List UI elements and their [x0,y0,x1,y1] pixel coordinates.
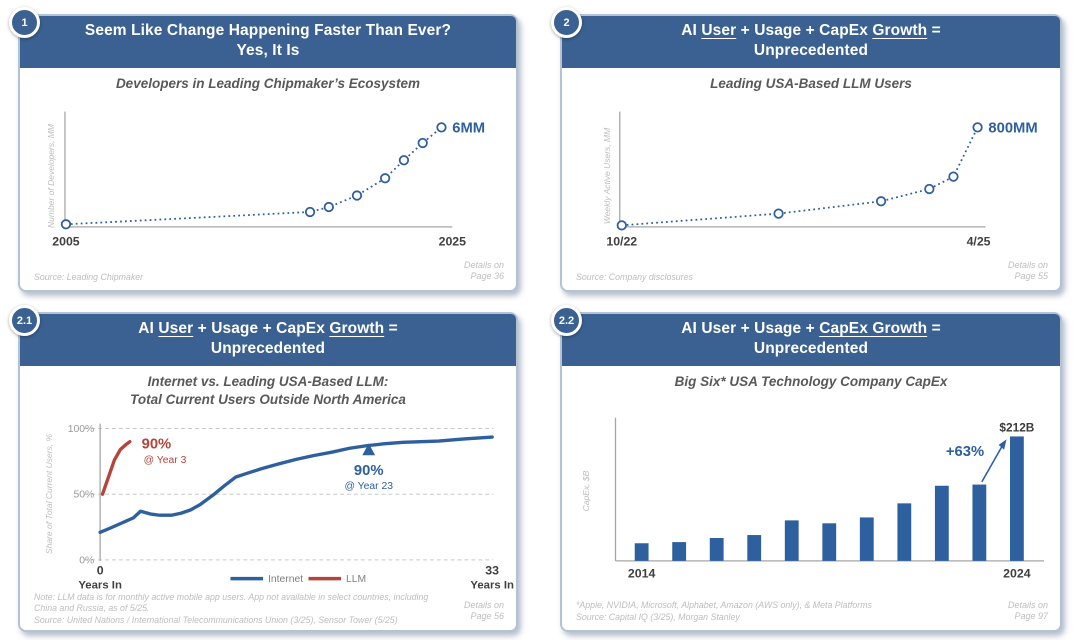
details-page: Page 56 [470,611,504,622]
series-line-internet [98,435,494,534]
x-tick-label: 10/22 [606,235,637,249]
chart-subtitle: Internet vs. Leading USA-Based LLM: Total… [130,374,406,407]
dotted-trend-line [621,126,979,227]
details-page-ref: Details on Page 55 [1008,260,1048,283]
slide-title: Seem Like Change Happening Faster Than E… [20,16,516,68]
data-point-marker [351,190,363,201]
bar-2018 [784,520,799,561]
slide-number-badge: 2.1 [9,305,40,336]
data-point-marker [773,208,784,219]
y-axis-label: CapEx, $B [581,470,591,512]
data-point-marker [323,201,334,213]
bar-2014 [634,543,649,561]
x-tick-label: 4/25 [967,235,991,249]
growth-annotation: +63% [946,444,984,460]
details-label: Details on [463,259,504,270]
source-note: Source: Leading Chipmaker [34,271,144,282]
x-tick-label: 2024 [1003,567,1031,581]
details-page-ref: Details on Page 97 [1008,600,1048,623]
slide-number-badge: 1 [9,7,40,38]
x-tick-label: 2005 [52,235,80,249]
x-tick-label: 2014 [628,567,656,581]
bar-2020 [859,517,874,561]
chart-subtitle: Developers in Leading Chipmaker’s Ecosys… [115,76,421,91]
data-point-marker [924,183,935,195]
legend-label: LLM [346,574,366,585]
slide-title: AI User + Usage + CapEx Growth = Unpreced… [20,314,516,366]
y-axis-label: Number of Developers, MM [46,124,56,228]
x-tick-label: 33 [485,564,499,578]
annotation-sub: @ Year 3 [144,455,187,466]
growth-arrowhead-icon [998,439,1007,450]
details-page: Page 55 [1014,271,1048,282]
details-page: Page 36 [470,271,504,282]
x-axis-unit: Years In [78,580,122,592]
data-point-marker [436,122,447,133]
slide-number-badge: 2 [551,7,582,38]
bar-2017 [747,535,762,561]
x-tick-label: 2025 [439,235,467,249]
y-tick-label: 0% [79,555,94,566]
slide-card-2-1: 2.1 AI User + Usage + CapEx Growth = Unpr… [9,305,518,632]
source-note: Source: Company disclosures [576,271,693,282]
details-page-ref: Details on Page 36 [464,260,504,283]
bar-2022 [934,485,949,561]
slide-card-1: 1 Seem Like Change Happening Faster Than… [9,7,518,292]
data-point-marker [304,206,316,218]
y-axis-label: Share of Total Current Users, % [44,433,54,555]
chart-subtitle: Leading USA-Based LLM Users [710,76,912,91]
bar-2019 [822,523,837,561]
x-tick-label: 0 [97,564,104,578]
data-point-marker [417,137,428,149]
triangle-marker-icon [362,443,376,456]
data-point-marker [948,171,959,182]
details-page-ref: Details on Page 56 [464,600,504,623]
data-point-marker [616,220,627,231]
end-value-label: 800MM [988,120,1037,136]
details-label: Details on [463,599,504,610]
data-point-marker [398,155,410,166]
bar-2024 [1009,436,1024,561]
y-axis-label: Weekly Active Users, MM [602,127,612,225]
bar-2015 [672,542,687,561]
slide-card-2: 2 AI User + Usage + CapEx Growth = Unprec… [551,7,1062,292]
bar-2021 [897,503,912,561]
data-point-marker [875,196,887,207]
slide-title: AI User + Usage + CapEx Growth = Unpreced… [562,16,1060,68]
annotation-value: 90% [142,436,172,452]
footnote-and-source: *Apple, NVIDIA, Microsoft, Alphabet, Ama… [576,600,872,622]
details-page: Page 97 [1014,611,1048,622]
growth-arrow-icon [981,444,1004,483]
data-point-marker [60,219,72,230]
legend-label: Internet [268,574,303,585]
y-tick-label: 100% [68,424,95,435]
slide-title: AI User + Usage + CapEx Growth = Unpreced… [562,314,1060,366]
bar-value-label: $212B [999,421,1034,435]
slide-card-2-2: 2.2 AI User + Usage + CapEx Growth = Unpr… [551,305,1062,632]
series-line-llm [100,440,132,496]
note-and-source: Note: LLM data is for monthly active mob… [34,591,429,625]
chart-subtitle: Big Six* USA Technology Company CapEx [674,374,948,389]
annotation-value: 90% [354,463,384,479]
slide-number-badge: 2.2 [551,305,582,336]
annotation-sub: @ Year 23 [344,481,393,492]
data-point-marker [972,122,983,133]
details-label: Details on [1007,259,1048,270]
y-tick-label: 50% [73,490,94,501]
bar-2016 [709,537,724,561]
x-axis-unit: Years In [470,580,514,592]
end-value-label: 6MM [452,120,485,136]
dotted-trend-line [65,126,443,226]
details-label: Details on [1007,599,1048,610]
bar-2023 [972,484,987,561]
data-point-marker [380,173,391,184]
